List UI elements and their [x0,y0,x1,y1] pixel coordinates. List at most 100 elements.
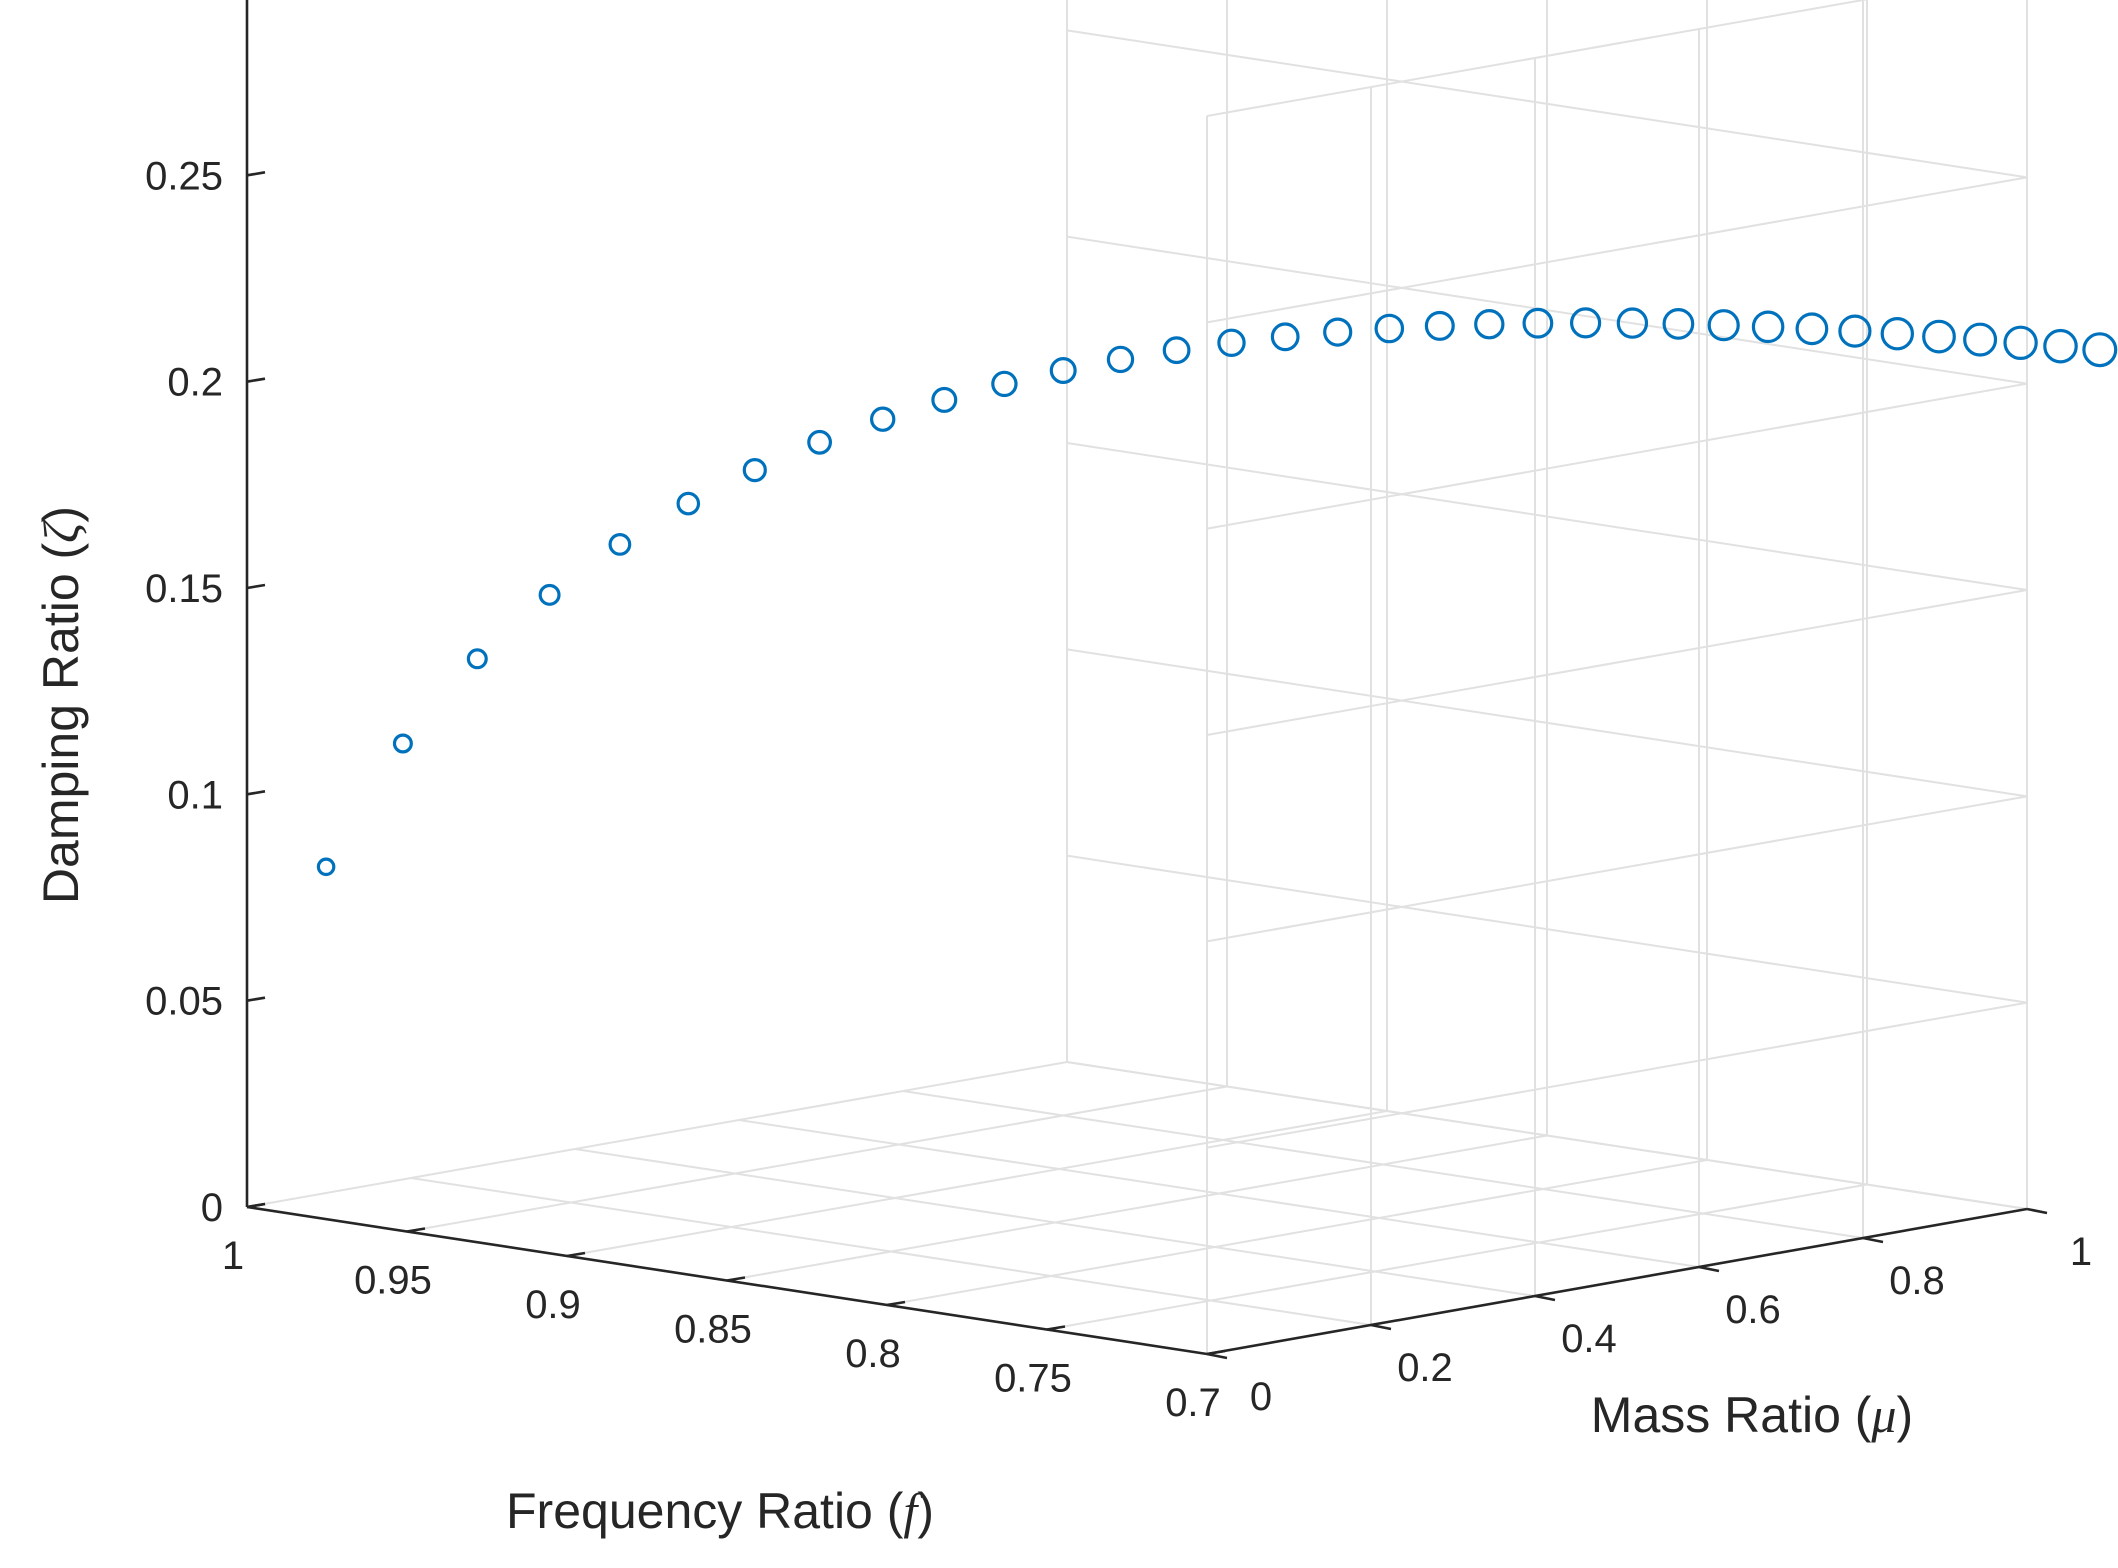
y-tick-mark [1370,1323,1392,1331]
data-point [1474,309,1505,340]
floor-grid-line [738,1119,1700,1268]
data-point [2003,325,2038,360]
y-tick-label: 0.6 [1725,1288,1781,1332]
data-point [870,406,896,432]
data-point [1270,322,1300,352]
data-point [1751,310,1785,344]
x-tick-mark [1046,1325,1066,1331]
data-point [1162,336,1191,365]
wall-grid-line [1206,1001,2028,1149]
y-tick-mark [2026,1207,2048,1215]
wall-grid-line [1206,795,2028,943]
wall-grid-line [1066,1061,2028,1210]
wall-grid-line [1206,382,2028,530]
z-tick-mark [246,583,266,590]
data-point [1374,313,1405,344]
wall-grid-line [1206,589,2028,736]
data-point [1217,328,1246,357]
floor-grid-line [410,1177,1372,1326]
data-point [1922,319,1956,354]
data-point [991,370,1018,398]
y-tick-label: 1 [2070,1230,2092,1274]
y-tick-label: 0 [1250,1375,1272,1419]
x-tick-mark [566,1251,586,1258]
wall-grid-line [1066,648,2028,798]
data-point [676,491,701,516]
floor-grid-line [566,1110,1388,1257]
data-point [931,386,958,413]
data-point [2043,328,2078,364]
marker-layer [316,307,2118,877]
x-tick-label: 0.8 [845,1332,901,1376]
data-point [1707,309,1740,342]
x-tick-label: 1 [222,1234,244,1278]
y-tick-mark [1206,1352,1228,1360]
data-point [1880,317,1915,351]
y-axis-title: Mass Ratio (μ) [1591,1387,1913,1443]
y-axis-line [1206,1207,2028,1356]
wall-grid-line [1066,29,2028,179]
data-point [538,583,561,606]
x-tick-label: 0.85 [674,1308,752,1352]
floor-grid-line [902,1090,1864,1239]
data-point [1522,307,1554,339]
z-axis-title: Damping Ratio (ζ) [33,506,89,904]
floor-grid-line [886,1159,1708,1306]
x-tick-label: 0.75 [994,1357,1072,1401]
y-tick-label: 0.4 [1561,1317,1617,1361]
x-tick-label: 0.9 [525,1283,581,1327]
axis-layer [245,0,2048,1360]
data-point [1424,310,1455,341]
z-tick-mark [246,171,266,177]
data-point [1662,308,1695,340]
data-point [608,533,632,556]
z-tick-mark [246,377,266,383]
data-point [1106,345,1135,374]
data-point [392,733,413,754]
z-tick-label: 0.2 [167,361,223,405]
y-tick-mark [1534,1294,1556,1302]
wall-grid-line [1066,854,2028,1004]
floor-grid-line [1046,1183,1868,1331]
z-tick-label: 0.05 [145,980,223,1024]
data-point [1616,307,1649,339]
data-point [1049,357,1077,385]
y-tick-mark [1862,1236,1884,1244]
data-point [1323,317,1353,347]
data-point [1838,314,1872,348]
z-tick-mark [246,996,266,1002]
floor-grid-line [726,1134,1548,1282]
x-tick-label: 0.7 [1165,1381,1221,1425]
data-point [807,429,832,455]
wall-grid-line [1066,235,2028,385]
wall-grid-line [1066,442,2028,591]
data-point [1569,307,1602,339]
z-tick-label: 0 [201,1186,223,1230]
z-tick-label: 0.1 [167,773,223,817]
wall-grid-line [1206,176,2028,324]
wall-grid-line [1206,0,1869,117]
z-tick-mark [246,1202,266,1209]
data-point [316,857,336,877]
y-tick-label: 0.2 [1397,1346,1453,1390]
grid-layer [246,0,2028,1355]
z-tick-label: 0.25 [145,154,223,198]
data-point [2082,332,2118,368]
y-tick-label: 0.8 [1889,1259,1945,1303]
label-layer: 10.950.90.850.80.750.7 00.20.40.60.8100.0… [145,154,2092,1425]
x-tick-mark [886,1300,906,1307]
floor-grid-line [574,1148,1536,1297]
x-tick-mark [406,1227,426,1233]
data-point [1963,322,1998,357]
x-tick-mark [726,1276,746,1282]
z-tick-label: 0.15 [145,567,223,611]
x-axis-title: Frequency Ratio (f) [506,1483,934,1539]
y-tick-mark [1698,1265,1720,1273]
x-tick-label: 0.95 [354,1259,432,1303]
data-point [1795,312,1829,346]
floor-grid-line [246,1061,1068,1208]
data-point [742,458,767,483]
floor-grid-line [406,1085,1228,1233]
data-point [466,648,488,670]
